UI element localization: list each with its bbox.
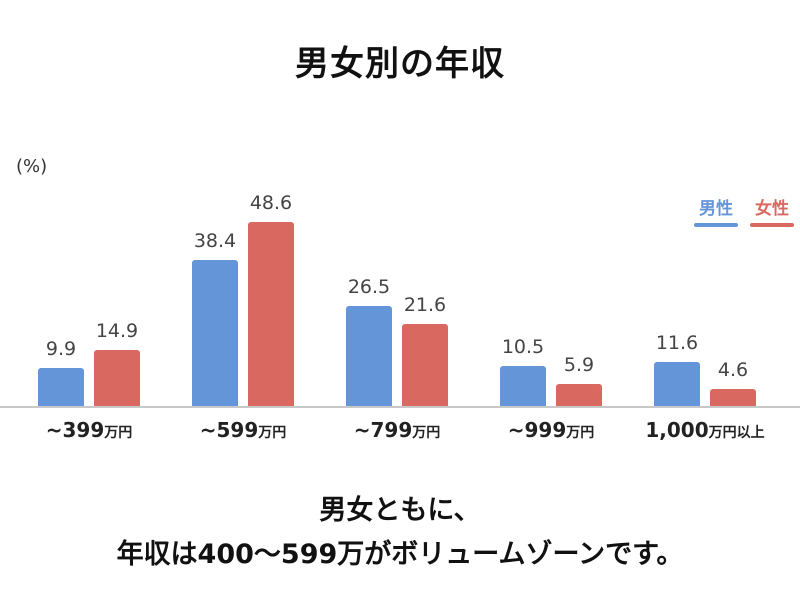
- y-axis-unit-label: (%): [16, 156, 48, 177]
- data-label: 9.9: [45, 338, 77, 361]
- legend-swatch-female: [750, 223, 794, 227]
- bar-male: [654, 362, 700, 406]
- category-suffix: 万円: [566, 425, 595, 441]
- category-suffix: 万円以上: [708, 425, 765, 441]
- category-number: 1,000: [645, 418, 709, 442]
- data-label: 11.6: [655, 332, 699, 355]
- bar-female: [94, 349, 140, 406]
- bar-female: [248, 221, 294, 406]
- category-number: ~599: [199, 418, 259, 442]
- legend-label-female: 女性: [755, 199, 789, 219]
- category-label: 1,000万円以上: [628, 418, 782, 442]
- legend-item-female: 女性: [750, 198, 794, 227]
- category-number: ~799: [353, 418, 413, 442]
- data-label: 14.9: [95, 319, 139, 342]
- bar-male: [38, 368, 84, 406]
- category-number: ~399: [45, 418, 105, 442]
- category-label: ~999万円: [474, 418, 628, 442]
- x-axis-baseline: [0, 406, 800, 408]
- data-label: 48.6: [249, 191, 293, 214]
- category-label: ~399万円: [12, 418, 166, 442]
- legend-item-male: 男性: [694, 198, 738, 227]
- data-label: 5.9: [563, 353, 595, 376]
- category-label: ~599万円: [166, 418, 320, 442]
- bar-female: [402, 324, 448, 406]
- category-label: ~799万円: [320, 418, 474, 442]
- legend-label-male: 男性: [699, 199, 733, 219]
- caption-line-2: 年収は400〜599万がボリュームゾーンです。: [116, 539, 684, 570]
- legend-swatch-male: [694, 223, 738, 227]
- caption-line-1: 男女ともに、: [319, 495, 481, 526]
- category-suffix: 万円: [104, 425, 133, 441]
- category-suffix: 万円: [412, 425, 441, 441]
- data-label: 4.6: [717, 358, 749, 381]
- data-label: 10.5: [501, 336, 545, 359]
- bar-male: [500, 366, 546, 406]
- bar-male: [346, 305, 392, 406]
- data-label: 38.4: [193, 230, 237, 253]
- category-suffix: 万円: [258, 425, 287, 441]
- data-label: 26.5: [347, 275, 391, 298]
- bar-female: [710, 388, 756, 406]
- data-label: 21.6: [403, 294, 447, 317]
- category-number: ~999: [507, 418, 567, 442]
- bar-male: [192, 260, 238, 406]
- bar-female: [556, 383, 602, 406]
- chart-title: 男女別の年収: [295, 44, 505, 84]
